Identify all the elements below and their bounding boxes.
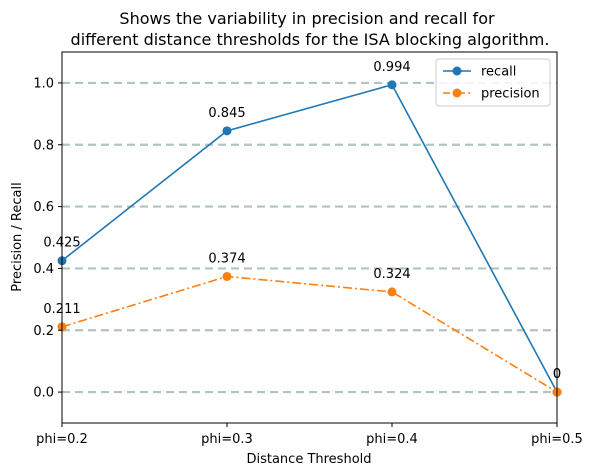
recall-line (61, 83, 558, 393)
precision-point (387, 287, 397, 297)
x-axis-ticks: phi=0.2 phi=0.3 phi=0.4 phi=0.5 (36, 423, 583, 447)
recall-point (387, 80, 397, 90)
legend: recall precision (435, 58, 551, 107)
x-tick-label: phi=0.3 (201, 432, 253, 447)
precision-data-label: 0.374 (208, 251, 245, 266)
recall-point (222, 126, 232, 136)
series-layer (57, 80, 562, 397)
chart-title-line-2: different distance thresholds for the IS… (71, 30, 550, 49)
y-tick-label: 0.6 (33, 200, 54, 215)
legend-recall-marker (452, 66, 462, 76)
chart-title: Shows the variability in precision and r… (71, 9, 550, 49)
y-tick-label: 0.4 (33, 262, 54, 277)
y-tick-label: 0.0 (33, 386, 54, 401)
grid-lines (62, 81, 557, 394)
precision-line (61, 275, 558, 393)
precision-point (222, 271, 232, 281)
x-axis-label: Distance Threshold (246, 452, 371, 467)
y-axis-label: Precision / Recall (10, 182, 25, 291)
x-tick-label: phi=0.4 (366, 432, 418, 447)
x-tick-label: phi=0.2 (36, 432, 88, 447)
recall-data-label: 0.994 (373, 60, 410, 75)
chart-title-line-1: Shows the variability in precision and r… (119, 9, 495, 28)
legend-recall-label: recall (481, 65, 516, 80)
legend-precision-marker (452, 88, 462, 98)
y-tick-label: 0.2 (33, 324, 54, 339)
legend-precision-label: precision (481, 87, 540, 102)
precision-data-label: 0.324 (373, 267, 410, 282)
y-tick-label: 1.0 (33, 76, 54, 91)
recall-data-label: 0.845 (208, 106, 245, 121)
y-tick-label: 0.8 (33, 138, 54, 153)
y-axis-ticks: 0.0 0.2 0.4 0.6 0.8 1.0 (33, 76, 62, 401)
x-tick-label: phi=0.5 (531, 432, 583, 447)
plot-area-frame (61, 51, 558, 424)
